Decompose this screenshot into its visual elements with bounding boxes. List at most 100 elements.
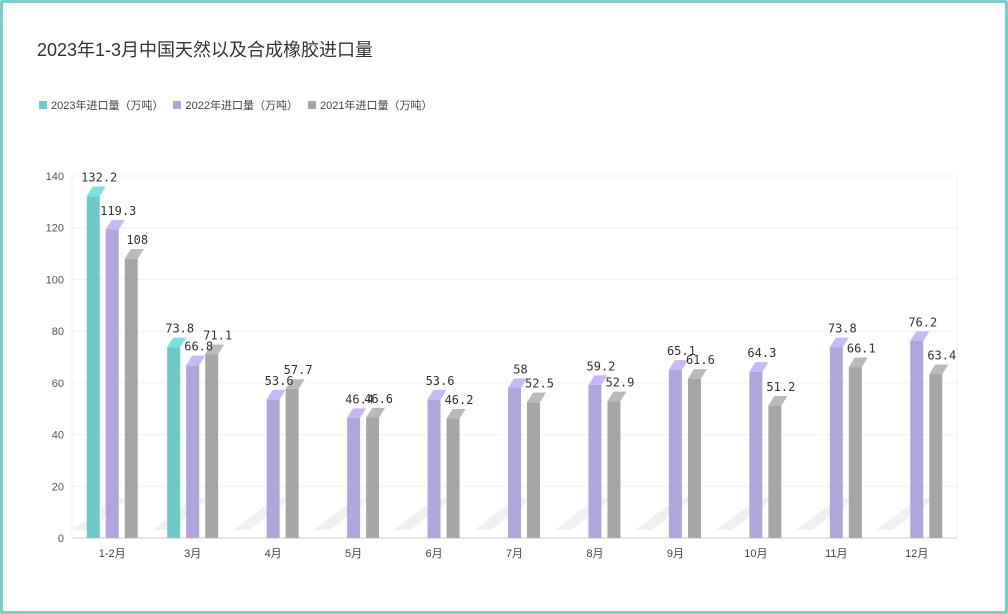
y-tick-label: 140 xyxy=(46,171,64,183)
bar[interactable] xyxy=(910,331,930,538)
bar[interactable] xyxy=(167,337,187,538)
bar[interactable] xyxy=(668,360,688,538)
bar-shadow xyxy=(474,498,533,530)
bar-top xyxy=(205,344,225,355)
x-tick-label: 7月 xyxy=(506,548,523,560)
bar-top xyxy=(167,337,187,348)
bar[interactable] xyxy=(588,375,608,538)
data-label: 64.3 xyxy=(747,346,776,360)
bar-shadows xyxy=(72,498,935,530)
x-tick-label: 11月 xyxy=(825,548,847,560)
bar-front xyxy=(668,369,682,538)
bar-front xyxy=(266,399,280,538)
data-label: 108 xyxy=(126,233,148,247)
axes: 0 20 40 60 80 100 120 140 1-2月 3月 4月 5月 6月 7月 8月 9月 10月 1… xyxy=(46,171,929,560)
data-label: 46.4 xyxy=(345,392,374,406)
bar[interactable] xyxy=(508,378,527,538)
y-tick-label: 20 xyxy=(52,481,64,493)
bar-front xyxy=(848,367,862,538)
bar-front xyxy=(768,405,782,538)
bar[interactable] xyxy=(527,392,546,538)
legend-item-2021[interactable]: 2021年进口量（万吨） xyxy=(307,97,433,113)
bar-top xyxy=(848,357,868,368)
data-label: 65.1 xyxy=(667,344,696,358)
data-label: 132.2 xyxy=(81,171,117,185)
data-label: 58 xyxy=(513,362,527,376)
legend-swatch-2023 xyxy=(39,101,47,109)
bar-front xyxy=(749,371,763,538)
bar-top xyxy=(668,360,688,370)
bar-front xyxy=(105,229,119,538)
bar[interactable] xyxy=(929,364,949,538)
bar-shadow xyxy=(233,498,292,530)
bar[interactable] xyxy=(285,379,305,538)
bar-front xyxy=(910,340,924,538)
bar-front xyxy=(508,388,521,538)
bar-front xyxy=(86,196,100,538)
bar-front xyxy=(124,258,138,538)
x-tick-label: 1-2月 xyxy=(99,548,126,560)
x-tick-label: 8月 xyxy=(586,548,603,560)
bar[interactable] xyxy=(749,362,769,538)
bar-top xyxy=(446,408,466,419)
chart-title: 2023年1-3月中国天然以及合成橡胶进口量 xyxy=(37,40,374,60)
bar-top xyxy=(105,219,125,230)
bar-shadow xyxy=(72,498,131,530)
bar-shadow xyxy=(394,498,453,530)
data-label: 73.8 xyxy=(165,322,194,336)
bar-top xyxy=(427,389,447,400)
bar-front xyxy=(829,347,843,538)
bar[interactable] xyxy=(105,219,125,538)
data-label: 46.6 xyxy=(364,392,393,406)
bar-top xyxy=(266,389,286,400)
bar-front xyxy=(588,384,602,538)
bar-front xyxy=(285,388,299,538)
bar-top xyxy=(285,379,305,389)
data-label: 57.7 xyxy=(284,363,313,377)
bar-top xyxy=(910,331,930,341)
legend-label-2021: 2021年进口量（万吨） xyxy=(319,100,433,112)
bar[interactable] xyxy=(829,337,849,538)
data-label: 52.9 xyxy=(606,376,635,390)
data-labels: 132.2 73.8 119.3 66.8 53.6 46.4 53.6 58 59.2 65.1… xyxy=(81,171,956,407)
x-tick-label: 6月 xyxy=(425,548,442,560)
bar-front xyxy=(167,347,181,538)
bar[interactable] xyxy=(607,391,627,538)
data-label: 61.6 xyxy=(686,353,715,367)
bar-top xyxy=(687,369,707,379)
data-label: 63.4 xyxy=(927,348,956,362)
bar[interactable] xyxy=(366,407,386,538)
bar[interactable] xyxy=(205,344,225,538)
bar[interactable] xyxy=(86,186,106,538)
x-tick-label: 4月 xyxy=(265,548,282,560)
bar[interactable] xyxy=(446,408,466,538)
bar[interactable] xyxy=(768,396,788,538)
data-label: 66.1 xyxy=(847,341,876,355)
bar-front xyxy=(687,378,701,538)
bar-top xyxy=(829,337,849,348)
bar[interactable] xyxy=(687,369,707,538)
bar-top xyxy=(749,362,769,372)
legend-swatch-2021 xyxy=(307,101,316,109)
bar[interactable] xyxy=(186,355,206,538)
data-label: 53.6 xyxy=(426,374,455,388)
legend-label-2023: 2023年进口量（万吨） xyxy=(51,100,164,112)
bar[interactable] xyxy=(427,389,447,538)
bar[interactable] xyxy=(124,249,144,538)
data-label: 119.3 xyxy=(100,204,136,218)
chart-legend: 2023年进口量（万吨） 2022年进口量（万吨） 2021年进口量（万吨） xyxy=(39,97,432,113)
bar-shadow xyxy=(715,498,774,530)
bar-shadow xyxy=(876,498,935,530)
bar[interactable] xyxy=(347,408,367,538)
legend-item-2023[interactable]: 2023年进口量（万吨） xyxy=(39,97,163,113)
legend-item-2022[interactable]: 2022年进口量（万吨） xyxy=(173,97,298,113)
bar[interactable] xyxy=(848,357,868,538)
bar-top xyxy=(366,407,386,418)
bar[interactable] xyxy=(266,389,286,538)
data-label: 66.8 xyxy=(184,340,213,354)
y-tick-label: 100 xyxy=(46,274,64,286)
bar-shadow xyxy=(152,498,211,530)
bar-top xyxy=(588,375,608,385)
